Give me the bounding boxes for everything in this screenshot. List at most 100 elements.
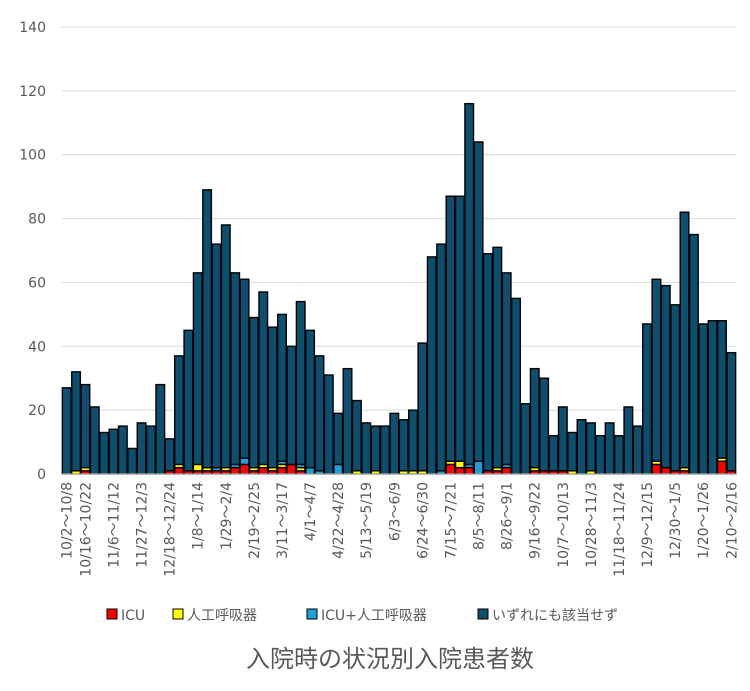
legend-label: ICU (121, 608, 145, 624)
bar-segment-series-3 (660, 284, 671, 469)
bar-segment-series-3 (99, 431, 110, 475)
bar-segment-series-3 (61, 387, 72, 475)
x-tick-label: 10/7～10/13 (556, 482, 572, 568)
x-tick-label: 3/11～3/17 (275, 482, 291, 559)
bar-stack (379, 425, 390, 475)
bar-stack (464, 102, 475, 475)
bar-stack (604, 422, 615, 475)
x-tick-label: 4/22～4/28 (331, 482, 347, 559)
bar-stack (164, 438, 175, 475)
x-tick-label: 10/2～10/8 (60, 482, 76, 559)
bar-segment-series-0 (501, 466, 512, 475)
x-tick-label: 12/18～12/24 (163, 482, 179, 577)
x-tick-label: 10/16～10/22 (78, 482, 94, 577)
x-tick-label: 12/30～1/5 (668, 482, 684, 559)
y-tick-label: 20 (28, 403, 46, 419)
bar-segment-series-3 (361, 422, 372, 475)
y-tick-label: 120 (19, 84, 46, 100)
x-tick-label: 2/10～2/16 (724, 482, 740, 559)
bar-segment-series-3 (511, 297, 522, 475)
bars (61, 102, 737, 475)
bar-stack (230, 272, 241, 475)
bar-segment-series-3 (305, 329, 316, 469)
bar-segment-series-3 (473, 141, 484, 462)
bar-stack (632, 425, 643, 475)
bar-stack (248, 316, 259, 475)
bar-stack (389, 412, 400, 475)
bar-stack (501, 272, 512, 475)
bar-stack (323, 374, 334, 475)
bar-stack (370, 425, 381, 475)
x-tick-label: 1/20～1/26 (696, 482, 712, 559)
bar-segment-series-3 (454, 195, 465, 462)
bar-stack (529, 367, 540, 475)
bar-stack (267, 326, 278, 475)
bar-stack (408, 409, 419, 475)
x-tick-label: 9/16～9/22 (528, 482, 544, 559)
bar-segment-series-3 (239, 278, 250, 459)
bar-segment-series-0 (454, 466, 465, 475)
bar-stack (585, 422, 596, 475)
bar-stack (145, 425, 156, 475)
bar-stack (286, 345, 297, 475)
bar-stack (192, 272, 203, 475)
x-tick-label: 11/6～11/12 (106, 482, 122, 568)
bar-segment-series-3 (248, 316, 259, 469)
bar-segment-series-3 (623, 406, 634, 475)
bar-segment-series-3 (323, 374, 334, 475)
legend-swatch (306, 608, 318, 620)
x-tick-label: 1/29～2/4 (219, 482, 235, 550)
bar-segment-series-3 (89, 406, 100, 475)
bar-segment-series-3 (342, 367, 353, 475)
bar-stack (623, 406, 634, 475)
bar-segment-series-3 (482, 252, 493, 472)
y-axis-ticks: 0 20 40 60 80 100 120 140 (19, 20, 46, 483)
bar-stack (595, 434, 606, 475)
bar-segment-series-3 (370, 425, 381, 472)
x-axis-ticks: 10/2～10/8 10/16～10/22 11/6～11/12 11/27～12/3… (60, 482, 741, 577)
bar-stack (174, 355, 185, 475)
bar-segment-series-3 (613, 434, 624, 475)
bar-stack (136, 422, 147, 475)
legend-swatch (477, 608, 489, 620)
bar-segment-series-0 (716, 460, 727, 475)
x-tick-label: 7/15～7/21 (443, 482, 459, 559)
bar-stack (511, 297, 522, 475)
bar-segment-series-0 (276, 466, 287, 475)
bar-segment-series-3 (595, 434, 606, 475)
bar-stack (726, 351, 737, 475)
bar-segment-series-3 (539, 377, 550, 472)
bar-stack (642, 323, 653, 475)
bar-stack (698, 323, 709, 475)
bar-stack (679, 211, 690, 475)
y-tick-label: 140 (19, 20, 46, 36)
bar-segment-series-3 (174, 355, 185, 466)
bar-stack (61, 387, 72, 475)
bar-segment-series-0 (239, 463, 250, 475)
bar-segment-series-3 (351, 399, 362, 472)
bar-segment-series-1 (192, 463, 203, 472)
x-tick-label: 2/19～2/25 (247, 482, 263, 559)
bar-segment-series-3 (492, 246, 503, 469)
y-tick-label: 60 (28, 275, 46, 291)
bar-segment-series-3 (548, 434, 559, 472)
bar-segment-series-3 (80, 383, 91, 469)
bar-segment-series-3 (389, 412, 400, 475)
bar-segment-series-0 (651, 463, 662, 475)
bar-segment-series-3 (164, 438, 175, 472)
bar-segment-series-0 (464, 466, 475, 475)
bar-segment-series-3 (379, 425, 390, 475)
bar-segment-series-0 (174, 466, 185, 475)
bar-segment-series-3 (501, 272, 512, 466)
bar-stack (342, 367, 353, 475)
bar-stack (539, 377, 550, 475)
bar-segment-series-2 (473, 460, 484, 475)
bar-stack (548, 434, 559, 475)
bar-segment-series-3 (670, 304, 681, 472)
legend-label: 人工呼吸器 (187, 608, 257, 624)
bar-stack (436, 243, 447, 475)
x-tick-label: 10/28～11/3 (584, 482, 600, 568)
bar-segment-series-1 (454, 460, 465, 469)
bar-stack (351, 399, 362, 475)
bar-stack (258, 291, 269, 475)
